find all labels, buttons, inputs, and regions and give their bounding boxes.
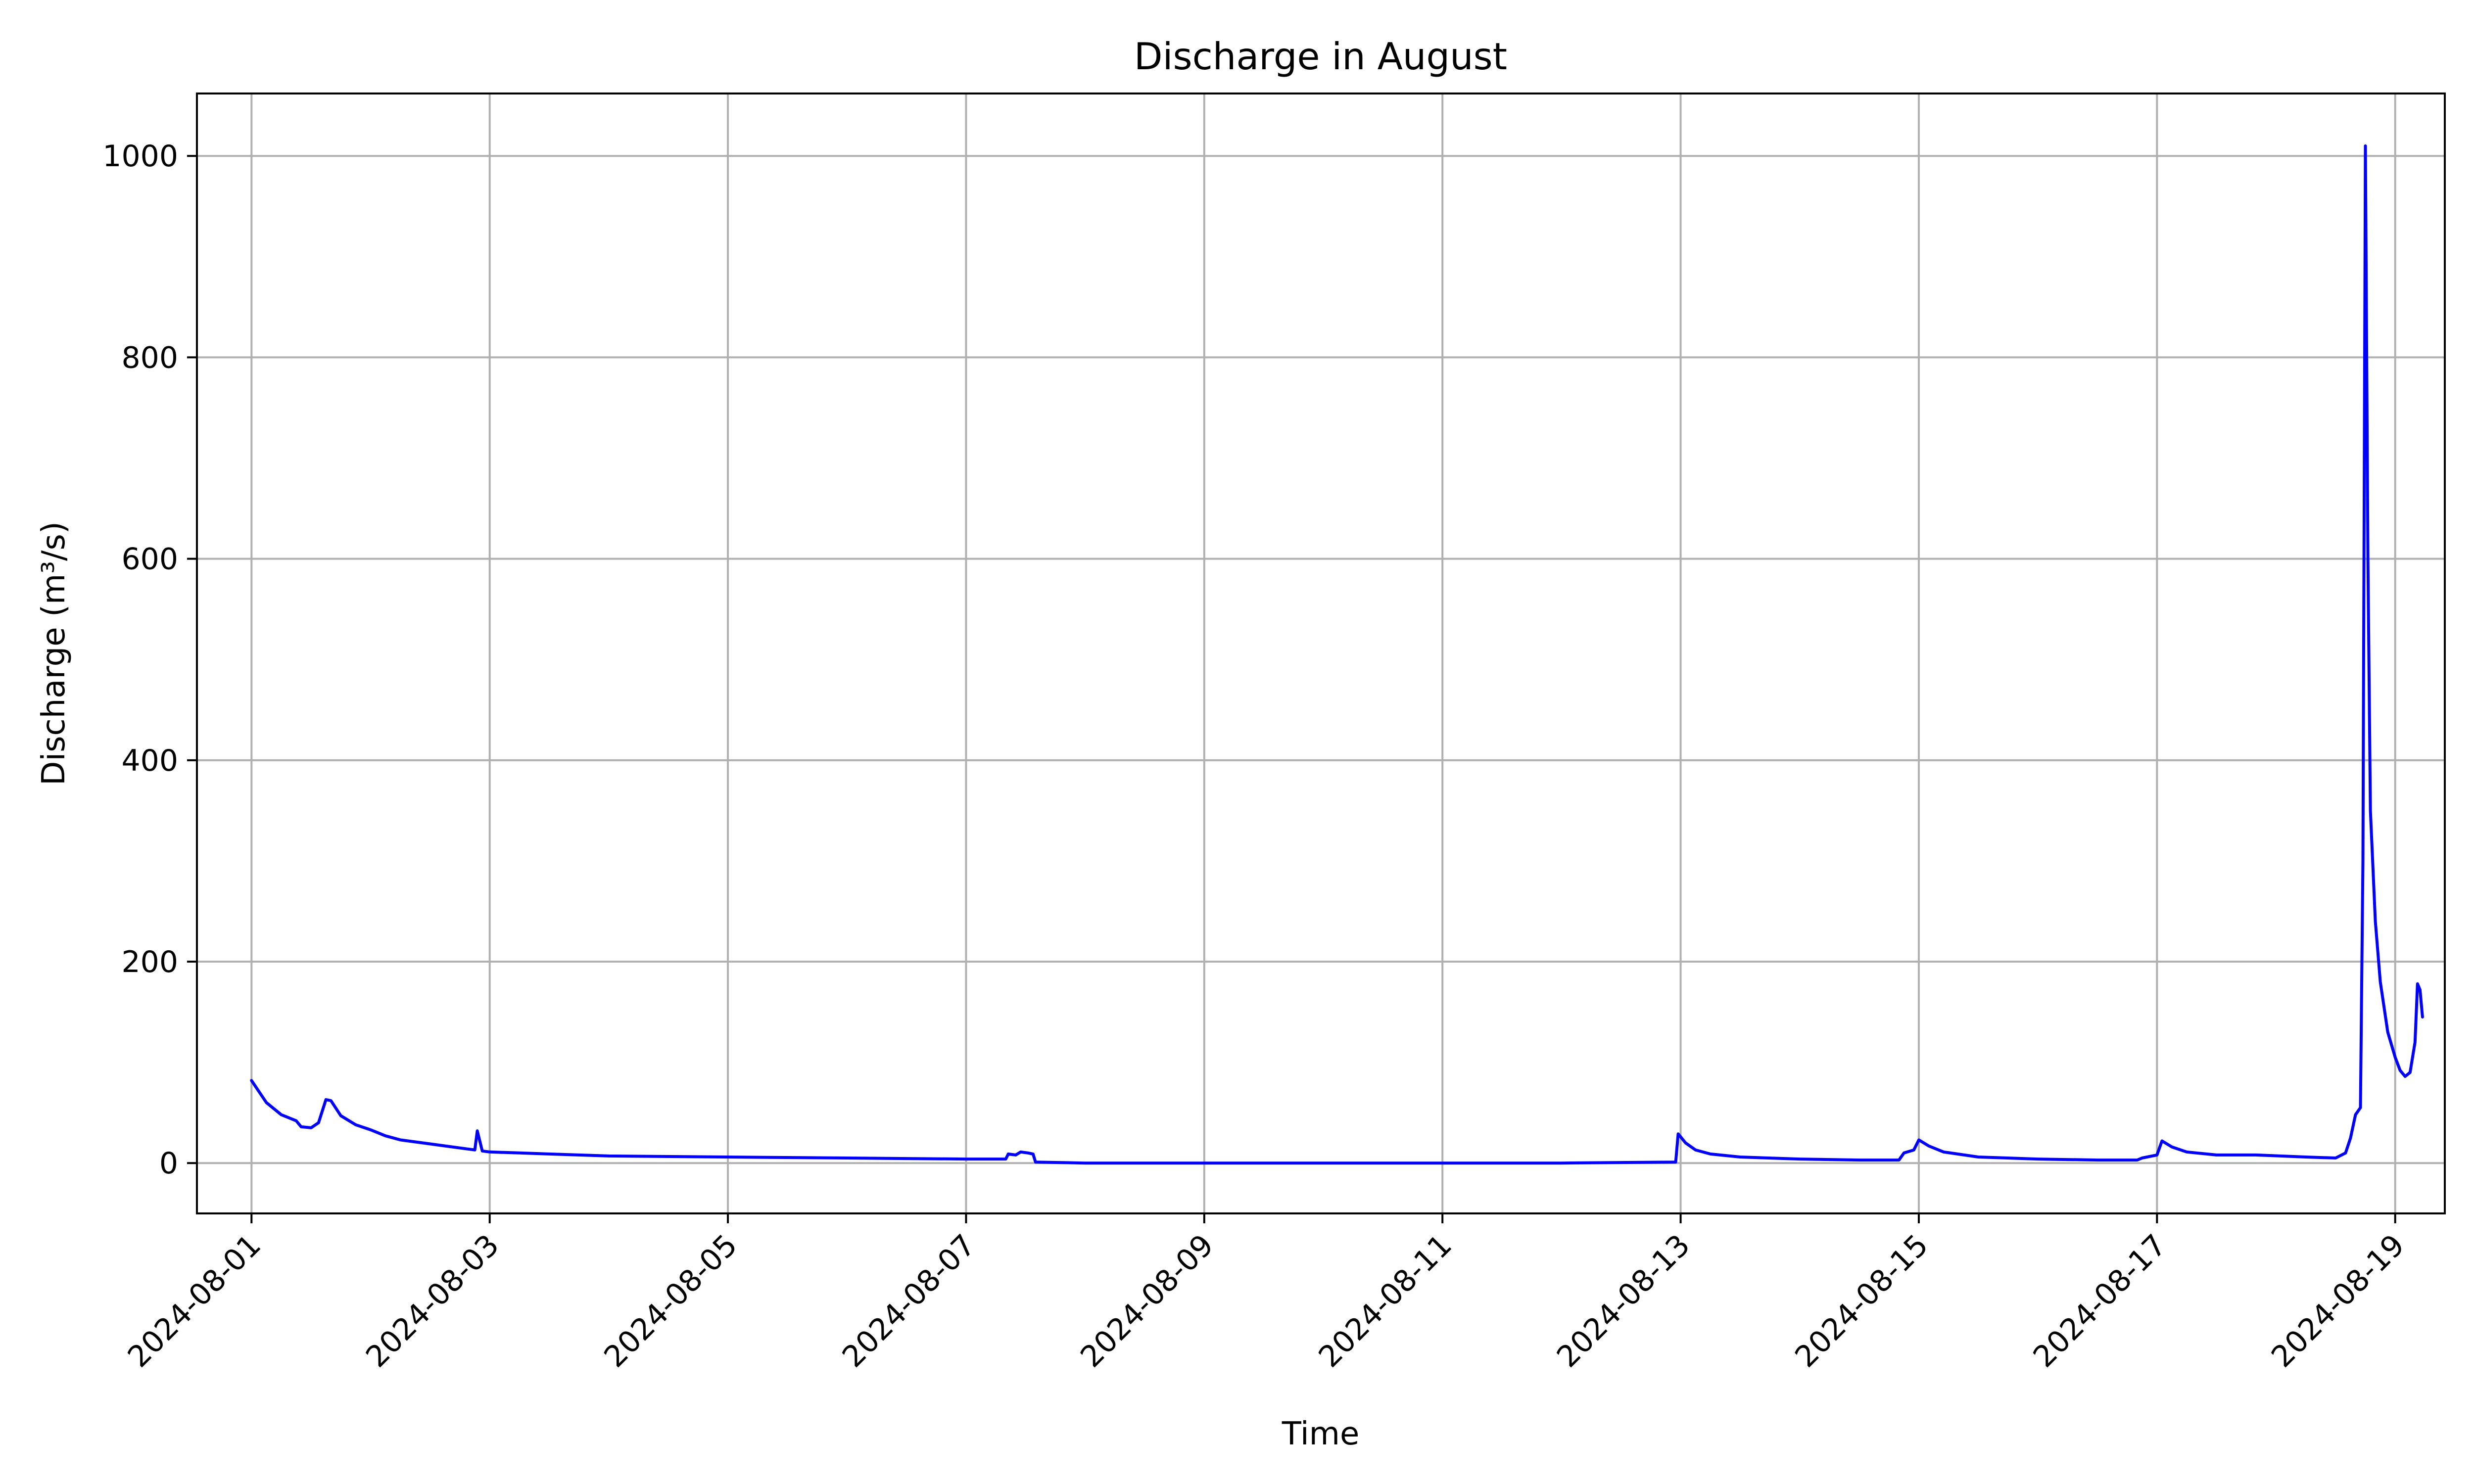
y-tick-label: 400: [121, 743, 178, 778]
chart-title: Discharge in August: [1134, 35, 1507, 78]
y-tick-label: 0: [159, 1146, 178, 1181]
y-tick-label: 800: [121, 340, 178, 375]
plot-frame: [196, 93, 2446, 1214]
x-axis-label: Time: [1282, 1416, 1360, 1452]
y-tick-label: 200: [121, 945, 178, 979]
grid: [197, 93, 2445, 1213]
series-layer: [250, 144, 2424, 1165]
y-axis-label: Discharge (m³/s): [36, 521, 72, 786]
y-tick-label: 600: [121, 542, 178, 577]
discharge-series-line: [250, 144, 2424, 1165]
y-tick-label: 1000: [102, 139, 178, 174]
